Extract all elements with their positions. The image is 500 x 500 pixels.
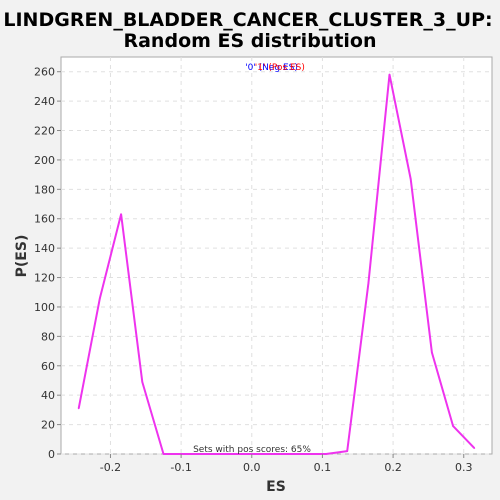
y-tick-label: 20 — [41, 419, 55, 432]
grid — [61, 57, 492, 455]
legend-entry-pos: '1' (Pos ES) — [255, 63, 305, 73]
x-tick-label: 0.1 — [314, 461, 332, 474]
data-point — [120, 213, 122, 216]
y-tick-label: 180 — [34, 183, 55, 196]
y-tick-label: 80 — [41, 330, 55, 343]
y-tick-label: 220 — [34, 125, 55, 138]
series-line — [77, 73, 476, 455]
data-point — [226, 453, 228, 455]
data-point — [247, 453, 250, 455]
y-axis-label: P(ES) — [14, 235, 30, 278]
x-axis-ticks: -0.2 -0.1 0.0 0.1 0.2 0.3 — [100, 454, 473, 474]
data-point — [325, 453, 327, 455]
data-point — [473, 447, 476, 449]
y-tick-label: 0 — [48, 448, 55, 461]
x-tick-label: 0.3 — [455, 461, 473, 474]
y-tick-label: 200 — [34, 154, 55, 167]
y-tick-label: 160 — [34, 213, 55, 226]
y-tick-label: 60 — [41, 360, 55, 373]
y-tick-label: 240 — [34, 95, 55, 108]
data-point — [367, 282, 370, 285]
y-tick-label: 40 — [41, 389, 55, 402]
data-point — [289, 453, 292, 455]
data-point — [388, 73, 391, 76]
y-tick-label: 120 — [34, 272, 55, 285]
data-point — [141, 381, 144, 383]
data-point — [311, 453, 313, 455]
pos-scores-annotation: Sets with pos scores: 65% — [193, 445, 311, 455]
data-point — [268, 453, 271, 455]
y-tick-label: 100 — [34, 301, 55, 314]
series-layer — [77, 73, 476, 455]
data-point — [409, 178, 412, 180]
data-point — [99, 297, 101, 299]
data-point — [346, 450, 348, 452]
x-axis-label: ES — [266, 479, 286, 495]
y-tick-label: 140 — [34, 242, 55, 255]
chart-title-line-1: LINDGREN_BLADDER_CANCER_CLUSTER_3_UP: — [3, 9, 492, 31]
y-tick-label: 260 — [34, 66, 55, 79]
x-tick-label: -0.2 — [100, 461, 121, 474]
data-point — [452, 425, 454, 427]
data-point — [183, 453, 186, 455]
legend: '0' (Neg ES) '1' (Pos ES) — [245, 63, 305, 73]
legend-entry-neg: '0' (Neg ES) — [245, 63, 298, 73]
data-point — [431, 351, 433, 354]
chart-title-line-2: Random ES distribution — [123, 30, 376, 52]
x-tick-label: 0.2 — [384, 461, 402, 474]
x-tick-label: 0.0 — [243, 461, 261, 474]
data-point — [162, 453, 165, 455]
x-tick-label: -0.1 — [170, 461, 191, 474]
data-point — [77, 407, 80, 410]
data-point — [205, 453, 207, 455]
y-axis-ticks: 0 20 40 60 80 100 120 140 160 180 200 220 240 260 — [34, 66, 61, 461]
